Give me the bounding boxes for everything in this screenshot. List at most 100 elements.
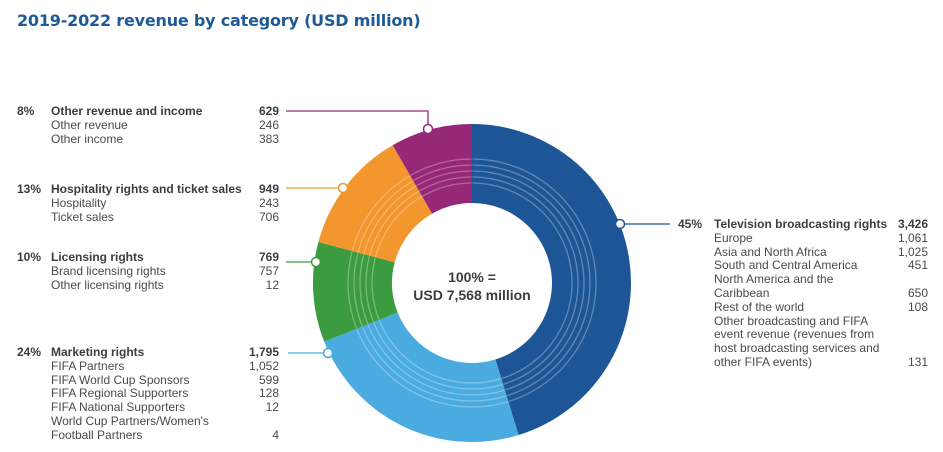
center-line-2: USD 7,568 million xyxy=(413,287,531,303)
legend-item: Brand licensing rights 757 xyxy=(17,263,279,279)
legend-item: Ticket sales 706 xyxy=(17,209,279,225)
legend-item-value: 246 xyxy=(258,117,279,132)
legend-item-value: 108 xyxy=(907,299,928,314)
legend-total: 3,426 xyxy=(897,217,928,231)
legend-item: Other licensing rights 12 xyxy=(17,277,279,293)
legend-item-label: Other revenue xyxy=(51,117,128,132)
legend-item-value: 383 xyxy=(258,131,279,146)
slice-licensing-rights xyxy=(312,242,398,342)
slice-ring xyxy=(413,164,472,182)
legend-item: Europe 1,061 xyxy=(678,230,928,246)
legend-total: 1,795 xyxy=(248,345,279,359)
legend-item: other FIFA events) 131 xyxy=(678,354,928,370)
legend-header: 8% Other revenue and income 629 xyxy=(17,104,279,119)
legend-item: Football Partners 4 xyxy=(17,427,279,443)
slice-ring xyxy=(351,175,411,251)
legend-item-label: host broadcasting services and xyxy=(714,341,880,356)
legend-item-value: 128 xyxy=(258,386,279,401)
legend-item-label: Asia and North Africa xyxy=(714,244,827,259)
legend-item-label: Brand licensing rights xyxy=(51,263,166,278)
slice-ring xyxy=(378,320,502,384)
slice-ring xyxy=(472,170,585,391)
legend-television: 45% Television broadcasting rights 3,426… xyxy=(678,217,928,370)
legend-item-label: other FIFA events) xyxy=(714,354,813,369)
legend-pct: 10% xyxy=(17,250,42,264)
legend-item-label: FIFA Partners xyxy=(51,358,125,373)
slice-ring xyxy=(371,257,380,320)
slice-other-revenue-and-income xyxy=(392,124,472,214)
slice-ring xyxy=(359,254,369,325)
legend-item-label: Europe xyxy=(714,230,753,245)
legend-item-label: South and Central America xyxy=(714,258,858,273)
legend-pct: 24% xyxy=(17,345,42,359)
legend-item-value: 1,052 xyxy=(248,358,279,373)
legend-pct: 45% xyxy=(678,217,703,231)
legend-total: 629 xyxy=(258,104,279,118)
slice-ring xyxy=(472,176,579,385)
slice-ring xyxy=(472,182,573,380)
legend-item: Rest of the world 108 xyxy=(678,299,928,315)
legend-item-label: Football Partners xyxy=(51,427,143,442)
legend-item: FIFA Regional Supporters 128 xyxy=(17,387,279,401)
slice-ring xyxy=(472,164,591,397)
legend-item: Hospitality 243 xyxy=(17,195,279,211)
slice-ring xyxy=(363,185,417,254)
chart-title: 2019-2022 revenue by category (USD milli… xyxy=(17,11,421,30)
legend-item: event revenue (revenues from xyxy=(678,328,928,342)
legend-item-label: FIFA World Cup Sponsors xyxy=(51,372,190,387)
leader-marker-marketing-rights xyxy=(322,347,334,359)
leader-marker-licensing-rights xyxy=(310,256,322,268)
slice-ring xyxy=(410,158,472,176)
legend-item-value: 4 xyxy=(272,427,279,442)
slice-hospitality-rights-and-ticket-sales xyxy=(318,145,433,263)
slice-ring xyxy=(361,326,507,402)
legend-item-value: 12 xyxy=(265,277,279,292)
legend-item-label: Rest of the world xyxy=(714,299,805,314)
legend-item-value: 1,061 xyxy=(897,230,928,245)
legend-header: 10% Licensing rights 769 xyxy=(17,250,279,265)
slice-ring xyxy=(353,252,363,327)
legend-item: Other income 383 xyxy=(17,131,279,147)
legend-item: FIFA World Cup Sponsors 599 xyxy=(17,372,279,388)
legend-item-label: Caribbean xyxy=(714,285,770,300)
center-line-1: 100% = xyxy=(448,269,496,285)
legend-item-label: FIFA National Supporters xyxy=(51,400,186,415)
legend-total: 769 xyxy=(258,250,279,264)
legend-item-label: Other licensing rights xyxy=(51,277,164,292)
legend-item-value: 1,025 xyxy=(897,244,928,259)
legend-item-label: FIFA Regional Supporters xyxy=(51,386,189,401)
leader-marker-television-broadcasting-rights xyxy=(614,218,626,230)
slice-ring xyxy=(422,182,472,197)
legend-item-value: 131 xyxy=(907,354,928,369)
legend-item-label: World Cup Partners/Women's xyxy=(51,413,209,428)
slice-ring xyxy=(365,255,374,322)
legend-item: host broadcasting services and xyxy=(678,341,928,356)
legend-item-value: 706 xyxy=(258,209,279,224)
slice-ring xyxy=(369,190,420,256)
legend-item: FIFA Partners 1,052 xyxy=(17,358,279,374)
legend-item-value: 12 xyxy=(265,400,279,415)
legend-item: Other revenue 246 xyxy=(17,117,279,133)
legend-item-value: 599 xyxy=(258,372,279,387)
donut-center-label: 100% = USD 7,568 million xyxy=(392,268,552,304)
legend-item-label: Ticket sales xyxy=(51,209,114,224)
slice-television-broadcasting-rights xyxy=(472,124,631,436)
slice-ring xyxy=(373,322,503,390)
legend-header: 45% Television broadcasting rights 3,426 xyxy=(678,217,928,232)
legend-item: Asia and North Africa 1,025 xyxy=(678,244,928,260)
legend-item: FIFA National Supporters 12 xyxy=(17,400,279,415)
legend-other-revenue: 8% Other revenue and income 629 Other re… xyxy=(17,104,279,147)
legend-pct: 8% xyxy=(17,104,35,118)
slice-ring xyxy=(472,158,597,403)
legend-item: World Cup Partners/Women's xyxy=(17,413,279,429)
legend-item-value: 451 xyxy=(907,258,928,273)
slice-ring xyxy=(357,180,414,253)
legend-marketing: 24% Marketing rights 1,795 FIFA Partners… xyxy=(17,345,279,443)
legend-item-label: Hospitality xyxy=(51,195,107,210)
legend-category: Marketing rights xyxy=(51,345,145,359)
slice-marketing-rights xyxy=(324,312,519,442)
legend-item: South and Central America 451 xyxy=(678,259,928,273)
slice-ring xyxy=(347,251,358,329)
legend-item-value: 757 xyxy=(258,263,279,278)
